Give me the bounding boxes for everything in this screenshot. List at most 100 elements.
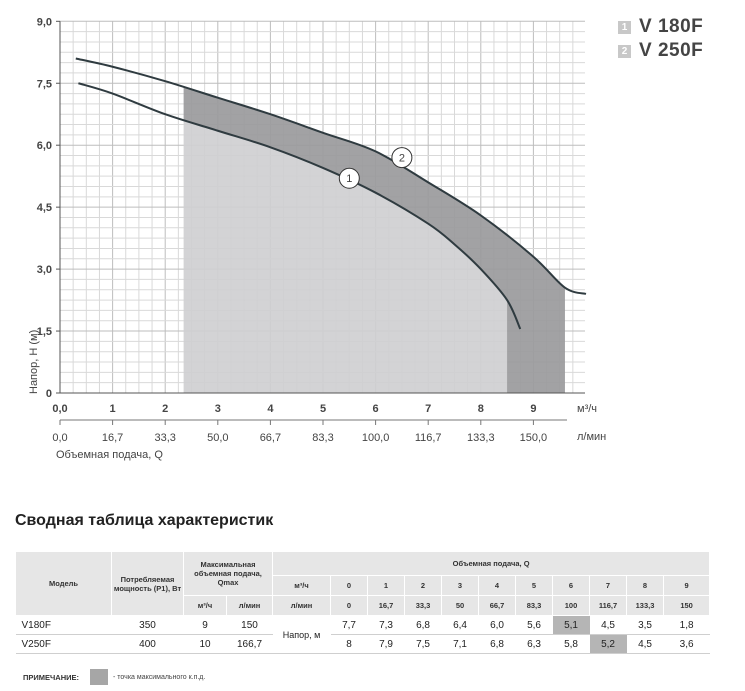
legend-item: 2 V 250F: [618, 39, 703, 63]
x-tick-label: 9: [530, 403, 536, 415]
table-row: V250F 400 10 166,7 8 7,9 7,5 7,1 6,8 6,3 5,8 5,2 4,5…: [15, 634, 710, 654]
header-flow-m3: 3: [441, 575, 480, 596]
cell-head-value: 4,5: [626, 634, 664, 654]
y-tick-label: 9,0: [37, 16, 52, 28]
y-tick-label: 7,5: [37, 78, 52, 90]
header-flow-m3: 2: [404, 575, 443, 596]
y-tick-label: 3,0: [37, 264, 52, 276]
x-axis-unit-secondary: л/мин: [577, 431, 606, 443]
header-flow-lmin: 50: [441, 595, 480, 616]
header-qmax-m3: м³/ч: [183, 595, 227, 616]
curve-label-markers: 12: [338, 147, 413, 189]
header-unit-lmin: л/мин: [272, 595, 332, 616]
header-flow-m3: 6: [552, 575, 591, 596]
cell-head-value: 7,9: [367, 634, 405, 654]
cell-head-value: 5,2: [589, 634, 627, 654]
chart-legend: 1 V 180F 2 V 250F: [618, 15, 703, 63]
header-flow-m3: 9: [663, 575, 711, 596]
chart-tick-labels: 0,0 1 2 3 4 5 6 7 8 90,0 16,7 33,3 50,0 66,7 83,3 100,0…: [37, 16, 547, 444]
x-axis-label: Объемная подача, Q: [56, 449, 163, 461]
table-row: V180F 350 9 150 Напор, м 7,7 7,3 6,8 6,4 6,0 5,6 5,…: [15, 615, 710, 654]
x2-tick-label: 66,7: [260, 432, 281, 444]
header-flow-lmin: 150: [663, 595, 711, 616]
x2-tick-label: 50,0: [207, 432, 228, 444]
x2-tick-label: 83,3: [312, 432, 333, 444]
curve-label-circle: [338, 167, 360, 189]
cell-head-value: 6,0: [478, 615, 516, 635]
cell-head-value: 6,3: [515, 634, 553, 654]
x2-tick-label: 100,0: [362, 432, 390, 444]
legend-number-box: 1: [618, 20, 631, 34]
section-title: Сводная таблица характеристик: [15, 512, 274, 529]
y-tick-label: 4,5: [37, 202, 52, 214]
cell-head-value: 6,8: [478, 634, 516, 654]
cell-head-value: 7,1: [441, 634, 479, 654]
x2-tick-label: 33,3: [154, 432, 175, 444]
x-tick-label: 7: [425, 403, 431, 415]
cell-head-value: 7,5: [404, 634, 442, 654]
x2-tick-label: 16,7: [102, 432, 123, 444]
legend-series-name: V 180F: [639, 16, 704, 37]
header-flow-m3: 0: [330, 575, 369, 596]
x-tick-label: 3: [215, 403, 221, 415]
header-flow-lmin: 133,3: [626, 595, 665, 616]
header-flow-m3: 5: [515, 575, 554, 596]
legend-series-name: V 250F: [639, 40, 704, 61]
curve-label-text: 1: [346, 173, 352, 185]
cell-head-value: 5,6: [515, 615, 553, 635]
cell-power: 400: [111, 634, 184, 654]
cell-qmax-lmin: 166,7: [226, 634, 273, 654]
cell-head-value: 6,8: [404, 615, 442, 635]
cell-qmax-m3: 10: [183, 634, 227, 654]
cell-head-value: 6,4: [441, 615, 479, 635]
x-tick-label: 4: [267, 403, 274, 415]
header-qmax: Максимальная объемная подача, Qmax: [182, 551, 274, 596]
table-note: ПРИМЕЧАНИЕ: - точка максимального к.п.д.: [23, 669, 205, 685]
cell-qmax-lmin: 150: [226, 615, 273, 635]
header-flow-m3: 1: [367, 575, 406, 596]
x-tick-label: 6: [373, 403, 379, 415]
header-flow-lmin: 116,7: [589, 595, 628, 616]
x2-tick-label: 116,7: [415, 432, 442, 444]
operating-region-light: [183, 120, 510, 393]
cell-qmax-m3: 9: [183, 615, 227, 635]
header-flow-lmin: 0: [330, 595, 369, 616]
header-flow-m3: 4: [478, 575, 517, 596]
series-line-2: [75, 57, 587, 295]
header-flow-m3: 7: [589, 575, 628, 596]
header-flow-lmin: 100: [552, 595, 591, 616]
cell-head-value: 5,8: [552, 634, 590, 654]
x-tick-label: 2: [162, 403, 168, 415]
x2-tick-label: 133,3: [467, 432, 495, 444]
x-tick-label: 5: [320, 403, 326, 415]
x2-tick-label: 0,0: [52, 432, 67, 444]
cell-power: 350: [111, 615, 184, 635]
x-axis-unit-primary: м³/ч: [577, 403, 597, 415]
curve-label-circle: [391, 147, 413, 169]
header-power: Потребляемая мощность (P1), Вт: [111, 551, 184, 616]
curve-label-text: 2: [399, 153, 405, 165]
header-flow: Объемная подача, Q: [272, 551, 711, 576]
x-tick-label: 8: [478, 403, 484, 415]
operating-region-dark: [183, 86, 568, 393]
legend-number-box: 2: [618, 44, 631, 58]
cell-head-value: 4,5: [589, 615, 627, 635]
header-model: Модель: [15, 551, 112, 616]
header-flow-lmin: 83,3: [515, 595, 554, 616]
cell-head-value: 3,6: [663, 634, 710, 654]
header-qmax-lmin: л/мин: [225, 595, 274, 616]
cell-head-value: 3,5: [626, 615, 664, 635]
header-flow-m3: 8: [626, 575, 665, 596]
cell-model: V180F: [15, 615, 112, 635]
x2-tick-label: 150,0: [520, 432, 548, 444]
cell-model: V250F: [15, 634, 112, 654]
legend-item: 1 V 180F: [618, 15, 703, 39]
cell-head-label: Напор, м: [272, 615, 331, 654]
header-unit-m3: м³/ч: [272, 575, 332, 596]
shaded-operating-region: [183, 86, 568, 393]
max-efficiency-swatch: [90, 669, 109, 685]
cell-head-value: 8: [330, 634, 368, 654]
pump-performance-chart: 0,0 1 2 3 4 5 6 7 8 90,0 16,7 33,3 50,0 66,7 83,3 100,0…: [28, 16, 606, 461]
cell-head-value: 7,7: [330, 615, 368, 635]
note-label: ПРИМЕЧАНИЕ:: [23, 672, 80, 682]
